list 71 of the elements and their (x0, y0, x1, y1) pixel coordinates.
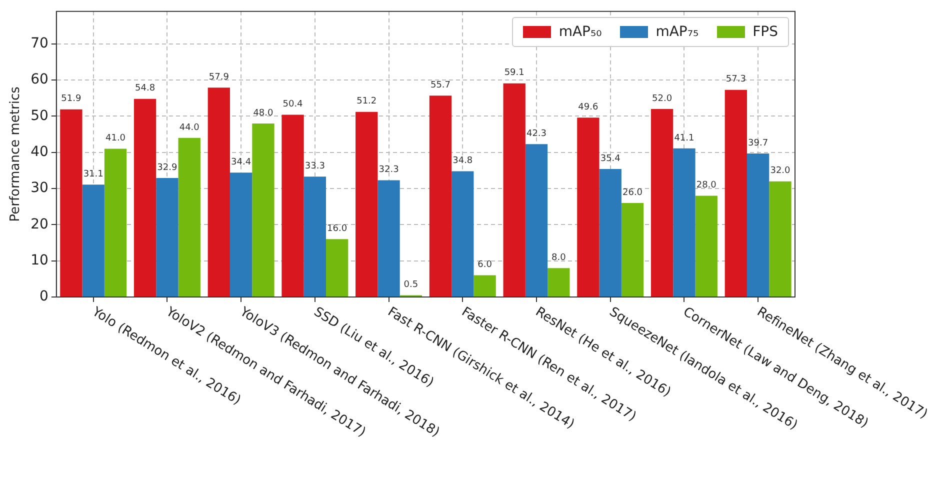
data-label: 28.0 (696, 180, 717, 191)
data-label: 35.4 (600, 154, 621, 164)
bar (746, 153, 770, 296)
data-label: 32.9 (157, 162, 178, 173)
y-tick-label: 70 (30, 36, 48, 52)
bar (326, 239, 348, 296)
y-tick-label: 40 (30, 144, 48, 160)
data-label: 48.0 (253, 108, 274, 118)
bar (134, 98, 156, 296)
bar (695, 196, 718, 296)
data-label: 32.3 (378, 165, 399, 176)
data-label: 33.3 (304, 161, 325, 172)
data-label: 39.7 (748, 138, 768, 148)
bar (474, 275, 496, 296)
bar (356, 112, 378, 296)
bar (621, 203, 644, 296)
bar (178, 138, 200, 296)
data-label: 59.1 (504, 68, 524, 78)
y-tick-label: 50 (30, 108, 48, 124)
data-label: 34.8 (452, 156, 473, 166)
y-tick-label: 20 (30, 216, 48, 232)
data-label: 50.4 (282, 100, 304, 110)
bar (156, 178, 178, 296)
bar (208, 88, 230, 296)
data-label: 51.9 (61, 94, 82, 104)
y-tick-label: 0 (39, 288, 48, 305)
data-label: 49.6 (578, 102, 598, 113)
y-axis-title: Performance metrics (8, 86, 24, 222)
legend-label: FPS (752, 24, 778, 40)
bar (60, 109, 82, 296)
bar (577, 118, 600, 296)
bar (525, 144, 548, 296)
data-label: 26.0 (622, 188, 643, 198)
y-tick-label: 30 (30, 180, 48, 196)
data-label: 51.2 (356, 96, 377, 107)
bar (503, 83, 526, 296)
legend-label: mAP₇₅ (656, 24, 699, 40)
bar (548, 268, 570, 296)
data-label: 6.0 (478, 260, 492, 270)
bar (599, 169, 622, 296)
data-label: 57.3 (726, 74, 746, 85)
bar (230, 172, 252, 296)
data-label: 52.0 (652, 94, 672, 104)
bar (673, 148, 696, 296)
data-label: 34.4 (231, 157, 252, 168)
data-label: 42.3 (526, 128, 547, 139)
data-label: 31.1 (83, 169, 104, 180)
bar (282, 114, 304, 296)
bar (650, 109, 674, 296)
bar (452, 171, 474, 296)
data-label: 44.0 (179, 122, 200, 133)
data-label: 57.9 (208, 72, 230, 83)
data-label: 41.1 (674, 133, 694, 144)
bar (252, 123, 274, 296)
legend-label: mAP₅₀ (558, 24, 602, 40)
bar (724, 90, 747, 296)
bar (82, 184, 104, 296)
data-label: 41.0 (105, 134, 126, 144)
data-label: 55.7 (430, 80, 450, 90)
bar (429, 96, 452, 296)
data-label: 8.0 (551, 252, 566, 263)
data-label: 0.5 (404, 280, 418, 290)
bar (378, 180, 400, 296)
y-tick-label: 10 (30, 252, 48, 268)
bar (769, 181, 792, 296)
y-tick-label: 60 (30, 72, 48, 88)
data-label: 32.0 (770, 166, 791, 176)
bar (104, 148, 127, 296)
data-label: 16.0 (327, 224, 348, 234)
data-label: 54.8 (135, 84, 156, 94)
bar (304, 176, 326, 296)
